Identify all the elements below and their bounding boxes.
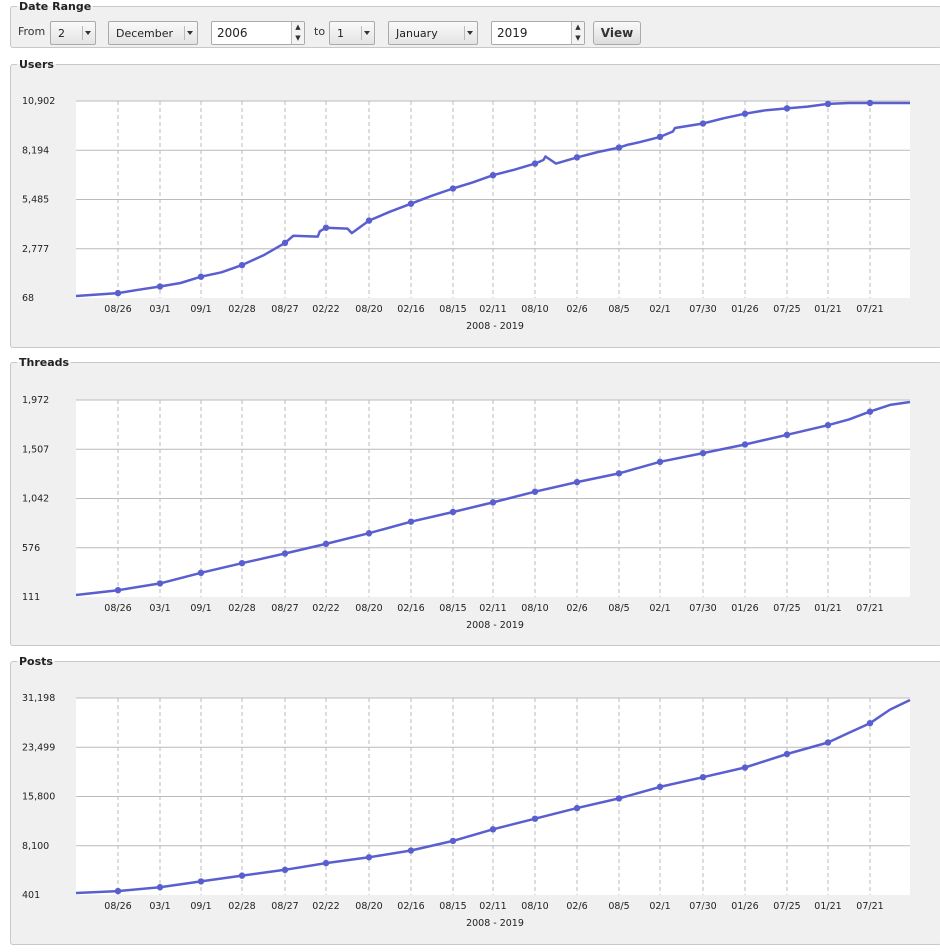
from-label: From (18, 25, 46, 38)
chevron-down-icon (187, 31, 193, 35)
posts-title: Posts (19, 655, 53, 668)
users-title: Users (19, 58, 54, 71)
from-month-select[interactable]: December (108, 21, 198, 45)
to-year-input[interactable]: 2019 ▲ ▼ (491, 21, 585, 45)
to-month-select[interactable]: January (388, 21, 478, 45)
to-day-value: 1 (337, 26, 344, 40)
to-year-value: 2019 (497, 26, 528, 40)
chevron-down-icon (467, 31, 473, 35)
from-year-stepper[interactable]: ▲ ▼ (291, 22, 304, 44)
to-month-value: January (396, 26, 438, 40)
date-range-legend: Date Range (19, 0, 92, 13)
to-year-stepper[interactable]: ▲ ▼ (571, 22, 584, 44)
to-label: to (314, 25, 326, 38)
to-day-select[interactable]: 1 (329, 21, 375, 45)
date-range-controls: From 2 December 2006 ▲ ▼ to 1 January 201… (0, 13, 940, 53)
threads-panel: Threads (10, 356, 940, 646)
posts-panel: Posts (10, 655, 940, 945)
from-month-value: December (116, 26, 174, 40)
from-year-input[interactable]: 2006 ▲ ▼ (211, 21, 305, 45)
from-day-select[interactable]: 2 (50, 21, 96, 45)
chevron-down-icon (85, 31, 91, 35)
view-button[interactable]: View (593, 21, 641, 45)
from-day-value: 2 (58, 26, 65, 40)
from-year-value: 2006 (217, 26, 248, 40)
users-panel: Users (10, 58, 940, 348)
chevron-down-icon (364, 31, 370, 35)
threads-title: Threads (19, 356, 70, 369)
